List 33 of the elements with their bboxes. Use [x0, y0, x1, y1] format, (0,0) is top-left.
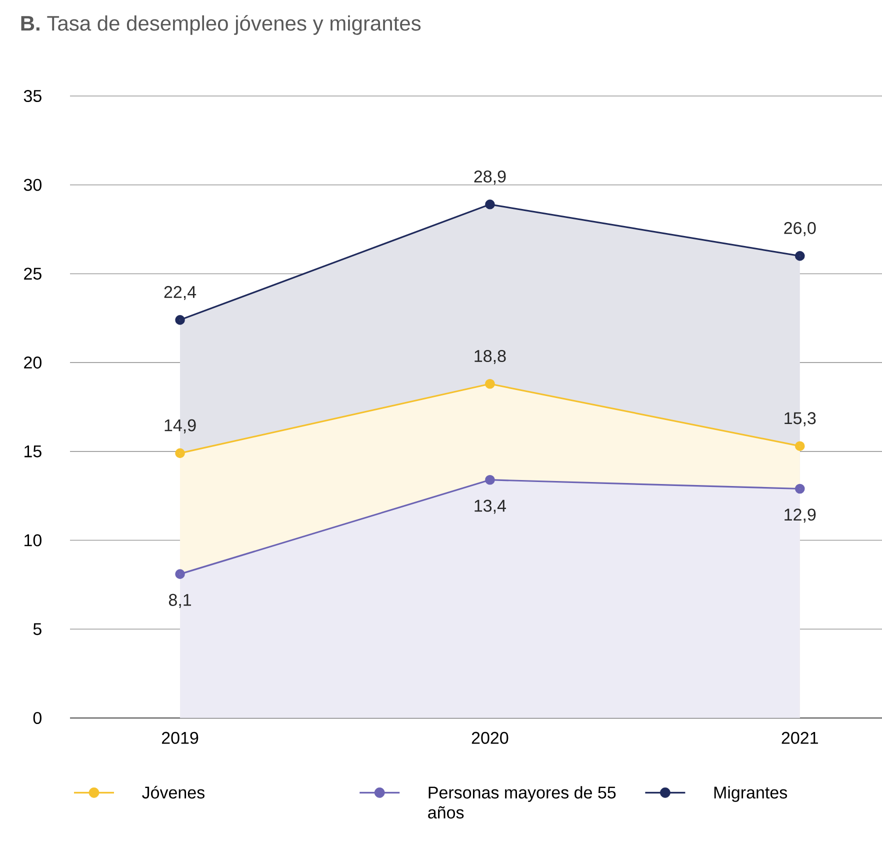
- chart-title: B. Tasa de desempleo jóvenes y migrantes: [21, 15, 421, 35]
- data-label: 13,4: [474, 500, 506, 514]
- y-tick-label: 25: [24, 268, 42, 280]
- point: [794, 441, 805, 451]
- data-label: 8,1: [168, 594, 192, 608]
- point: [794, 251, 805, 261]
- y-tick-label: 10: [24, 534, 42, 546]
- point: [485, 200, 495, 210]
- y-tick-label: 35: [24, 90, 42, 102]
- point: [175, 315, 185, 325]
- data-label: 18,8: [474, 350, 506, 364]
- x-tick-label: 2021: [782, 732, 818, 744]
- data-label: 28,9: [474, 170, 506, 185]
- data-label: 14,9: [164, 419, 196, 434]
- x-tick-label: 2020: [472, 732, 508, 744]
- data-label: 12,9: [784, 508, 816, 523]
- y-tick-label: 15: [24, 445, 42, 458]
- point: [175, 448, 185, 458]
- data-label: 22,4: [164, 286, 196, 300]
- x-tick-label: 2019: [162, 732, 198, 744]
- y-tick-label: 20: [24, 356, 42, 369]
- point: [485, 474, 495, 485]
- legend-label: Personas mayores de 55 años: [428, 786, 616, 819]
- point: [175, 569, 185, 579]
- y-tick-label: 5: [33, 623, 42, 636]
- point: [485, 378, 495, 389]
- data-label: 15,3: [784, 412, 816, 426]
- legend-label: Jóvenes: [142, 786, 204, 799]
- y-tick-label: 30: [24, 178, 42, 191]
- data-label: 26,0: [784, 222, 816, 236]
- y-tick-label: 0: [33, 712, 42, 724]
- legend-label: Migrantes: [714, 786, 788, 802]
- point: [794, 484, 805, 494]
